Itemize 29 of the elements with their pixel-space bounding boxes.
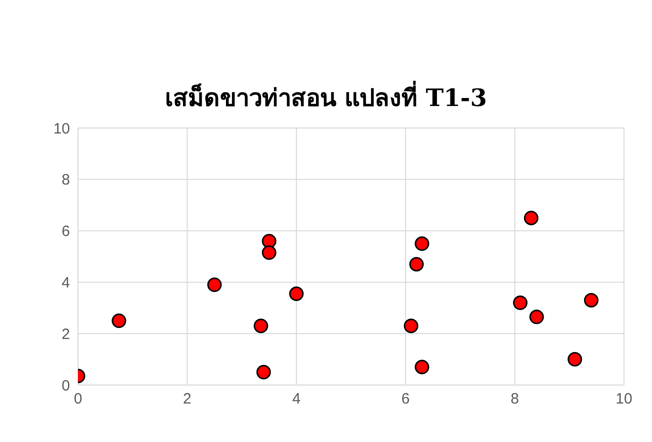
point <box>409 256 424 272</box>
point <box>254 318 268 334</box>
point <box>404 318 418 334</box>
point <box>529 310 544 324</box>
x-tick-label: 0 <box>74 390 82 408</box>
point <box>524 210 538 226</box>
point <box>262 234 276 248</box>
point <box>513 296 528 310</box>
y-tick-label: 2 <box>62 326 70 343</box>
x-tick-label: 4 <box>292 390 301 408</box>
y-tick-label: 8 <box>62 172 70 189</box>
point <box>414 360 430 374</box>
x-tick-label: 2 <box>183 390 192 408</box>
x-tick-label: 10 <box>616 390 632 408</box>
y-tick-label: 6 <box>62 223 70 240</box>
y-tick-label: 0 <box>62 377 70 394</box>
point <box>262 245 276 260</box>
point <box>207 278 222 292</box>
point <box>256 364 271 380</box>
y-tick-label: 10 <box>53 120 70 138</box>
x-tick-label: 8 <box>510 390 519 408</box>
x-tick-label: 6 <box>401 390 410 408</box>
chart-title: เสม็ดขาวท่าสอน แปลงที่ T1-3 <box>164 80 488 114</box>
point <box>414 236 430 251</box>
y-tick-label: 4 <box>62 274 70 292</box>
point <box>568 352 582 367</box>
point <box>289 286 304 302</box>
point <box>112 314 126 328</box>
point <box>584 292 598 308</box>
